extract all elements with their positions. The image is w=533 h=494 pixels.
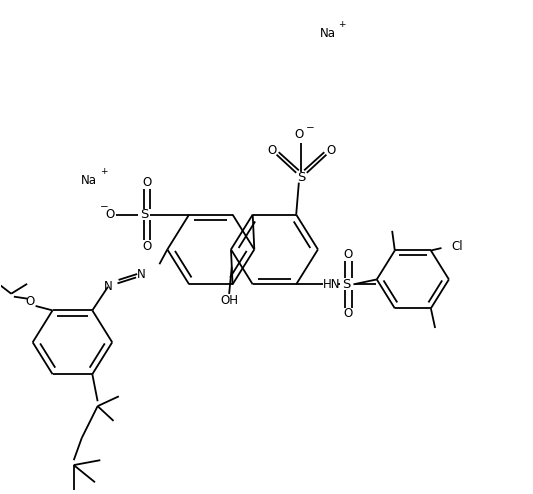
Text: OH: OH xyxy=(220,294,238,307)
Text: O: O xyxy=(142,176,152,189)
Text: O: O xyxy=(295,128,304,141)
Text: O: O xyxy=(105,208,114,221)
Text: HN: HN xyxy=(322,278,340,291)
Text: S: S xyxy=(140,208,148,221)
Text: S: S xyxy=(342,278,351,291)
Text: O: O xyxy=(142,241,152,253)
Text: +: + xyxy=(338,20,346,29)
Text: +: + xyxy=(100,167,108,176)
Text: O: O xyxy=(25,295,35,308)
Text: −: − xyxy=(305,123,314,132)
Text: O: O xyxy=(268,144,277,157)
Text: Cl: Cl xyxy=(451,240,463,253)
Text: N: N xyxy=(137,269,146,282)
Text: −: − xyxy=(100,202,109,212)
Text: O: O xyxy=(344,248,353,261)
Text: O: O xyxy=(326,144,335,157)
Text: S: S xyxy=(297,171,306,184)
Text: Na: Na xyxy=(81,174,97,187)
Text: O: O xyxy=(344,307,353,320)
Text: N: N xyxy=(103,280,112,293)
Text: Na: Na xyxy=(319,27,335,40)
